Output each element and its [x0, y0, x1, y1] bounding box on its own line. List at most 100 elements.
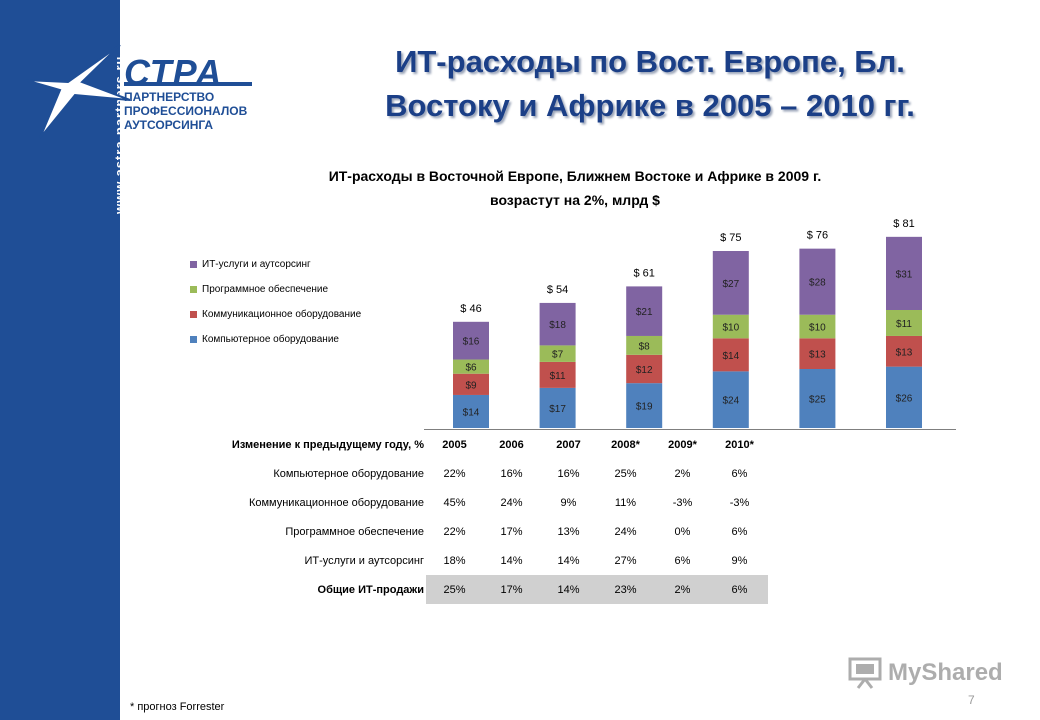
bar-segment [539, 361, 576, 388]
table-row-label: Коммуникационное оборудование [248, 496, 424, 509]
bar-segment [886, 236, 922, 310]
bar-data-label: $10 [722, 323, 739, 334]
table-row-label: Программное обеспечение [285, 525, 424, 538]
legend-swatch [190, 311, 197, 318]
table-cell: 11% [614, 496, 637, 509]
bar-segment [453, 373, 489, 395]
bar-segment [453, 359, 489, 374]
table-year-header: 2009* [668, 438, 697, 451]
bar-segment [626, 354, 663, 384]
bar-total-label: $ 61 [633, 267, 654, 279]
table-year-header: 2006 [499, 438, 524, 451]
bar-total-label: $ 75 [720, 232, 741, 244]
bar-segment [799, 338, 836, 369]
legend-item: ИТ-услуги и аутсорсинг [190, 252, 361, 277]
table-cell: 6% [731, 525, 748, 538]
table-cell: 45% [443, 496, 466, 509]
bar-segment [712, 338, 749, 372]
page-title: ИТ-расходы по Вост. Европе, Бл. Востоку … [300, 40, 1000, 128]
bar-data-label: $7 [552, 350, 564, 361]
table-year-header: 2007 [556, 438, 581, 451]
x-axis-line [424, 429, 956, 430]
bar-segment [799, 314, 836, 339]
table-cell: -3% [729, 496, 750, 509]
table-cell: 25% [614, 467, 637, 480]
brand-tagline: ПАРТНЕРСТВО ПРОФЕССИОНАЛОВ АУТСОРСИНГА [124, 90, 247, 132]
table-cell: 6% [674, 554, 691, 567]
sidebar [0, 0, 120, 720]
bar-total-label: $ 46 [460, 303, 481, 315]
brand-tagline-line: ПАРТНЕРСТВО [124, 90, 215, 104]
bar-segment [626, 383, 663, 428]
table-row: Компьютерное оборудование 22% 16% 16% 25… [190, 459, 768, 488]
bar-total-label: $ 81 [893, 218, 914, 230]
table-total-cell: 17% [483, 575, 540, 604]
table-total-row: Общие ИТ-продажи 25% 17% 14% 23% 2% 6% [190, 575, 768, 604]
legend-item: Компьютерное оборудование [190, 327, 361, 352]
bar-data-label: $6 [465, 363, 477, 374]
footnote: * прогноз Forrester [130, 701, 225, 713]
table-total-cell: 6% [711, 575, 768, 604]
legend-label: ИТ-услуги и аутсорсинг [202, 259, 311, 270]
bar-data-label: $14 [722, 351, 739, 362]
bar-segment [799, 248, 836, 315]
bar-segment [799, 369, 836, 428]
bar-data-label: $24 [722, 396, 739, 407]
bar-segment [712, 314, 749, 339]
table-row-label: ИТ-услуги и аутсорсинг [304, 554, 425, 567]
chart-title-line: возрастут на 2%, млрд $ [490, 192, 660, 208]
page-title-line: ИТ-расходы по Вост. Европе, Бл. [395, 44, 905, 79]
legend-label: Программное обеспечение [202, 284, 329, 295]
bar-data-label: $28 [809, 278, 826, 289]
watermark: MyShared [848, 656, 1003, 690]
bar-data-label: $8 [639, 341, 651, 352]
table-row: Коммуникационное оборудование 45% 24% 9%… [190, 488, 768, 517]
table-row: Программное обеспечение 22% 17% 13% 24% … [190, 517, 768, 546]
page-number: 7 [968, 693, 975, 707]
chart-title-line: ИТ-расходы в Восточной Европе, Ближнем В… [328, 168, 822, 184]
table-year-header: 2008* [611, 438, 640, 451]
table-cell: 17% [500, 525, 523, 538]
bar-segment [886, 335, 922, 367]
bar-data-label: $16 [463, 337, 480, 348]
table-cell: 16% [557, 467, 580, 480]
legend-item: Коммуникационное оборудование [190, 302, 361, 327]
table-year-header: 2010* [725, 438, 754, 451]
table-cell: 24% [614, 525, 637, 538]
table-cell: 9% [560, 496, 577, 509]
table-total-label: Общие ИТ-продажи [190, 575, 426, 604]
bar-data-label: $18 [549, 320, 566, 331]
bar-data-label: $27 [722, 279, 739, 290]
table-row: ИТ-услуги и аутсорсинг 18% 14% 14% 27% 6… [190, 546, 768, 575]
bar-data-label: $25 [809, 395, 826, 406]
chart-title: ИТ-расходы в Восточной Европе, Ближнем В… [240, 164, 910, 212]
legend-swatch [190, 261, 197, 268]
table-year-header: 2005 [442, 438, 467, 451]
table-cell: 22% [443, 467, 466, 480]
table-row-label: Компьютерное оборудование [273, 467, 424, 480]
brand-tagline-line: ПРОФЕССИОНАЛОВ [124, 104, 248, 118]
table-cell: 24% [500, 496, 523, 509]
table-cell: 0% [674, 525, 691, 538]
bar-data-label: $19 [636, 402, 653, 413]
bar-data-label: $21 [636, 307, 653, 318]
table-cell: 16% [500, 467, 523, 480]
bar-segment [712, 371, 749, 428]
growth-table: Изменение к предыдущему году, % 2005 200… [190, 430, 768, 604]
table-cell: 2% [674, 467, 691, 480]
bar-segment [886, 366, 922, 428]
brand-tagline-line: АУТСОРСИНГА [124, 118, 214, 132]
chart-legend: ИТ-услуги и аутсорсинг Программное обесп… [190, 252, 361, 352]
bar-segment [539, 345, 576, 362]
bar-segment [453, 321, 489, 360]
bar-data-label: $9 [465, 380, 477, 391]
brand-name: СТРА [124, 52, 223, 93]
legend-swatch [190, 336, 197, 343]
legend-swatch [190, 286, 197, 293]
table-cell: 14% [557, 554, 580, 567]
bar-segment [539, 387, 576, 428]
bar-segment [712, 251, 749, 315]
bar-data-label: $10 [809, 323, 826, 334]
bar-data-label: $31 [896, 269, 913, 280]
